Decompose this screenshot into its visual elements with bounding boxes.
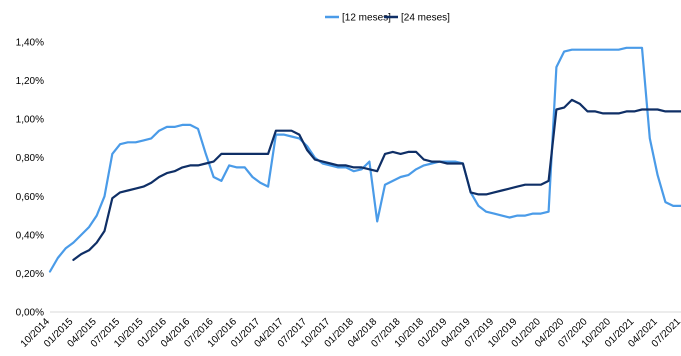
- y-tick-label: 1,20%: [16, 76, 44, 87]
- x-axis: 10/201401/201504/201507/201510/201501/20…: [19, 311, 681, 350]
- series-line-24-meses: [72, 98, 681, 261]
- y-tick-label: 0,40%: [16, 230, 44, 241]
- y-tick-label: 1,40%: [16, 38, 44, 49]
- y-tick-label: 0,20%: [16, 269, 44, 280]
- y-axis: 0,00% 0,20% 0,40% 0,60% 0,80% 1,00% 1,20% 1,40%: [16, 38, 44, 319]
- y-tick-label: 0,80%: [16, 153, 44, 164]
- y-tick-label: 1,00%: [16, 115, 44, 126]
- chart-legend: [12 meses] [24 meses]: [325, 13, 450, 24]
- y-tick-label: 0,00%: [16, 308, 44, 319]
- series-line-12-meses: [48, 46, 681, 273]
- chart-series: [48, 46, 681, 273]
- y-tick-label: 0,60%: [16, 192, 44, 203]
- legend-label: [12 meses]: [342, 13, 391, 24]
- legend-label: [24 meses]: [401, 13, 450, 24]
